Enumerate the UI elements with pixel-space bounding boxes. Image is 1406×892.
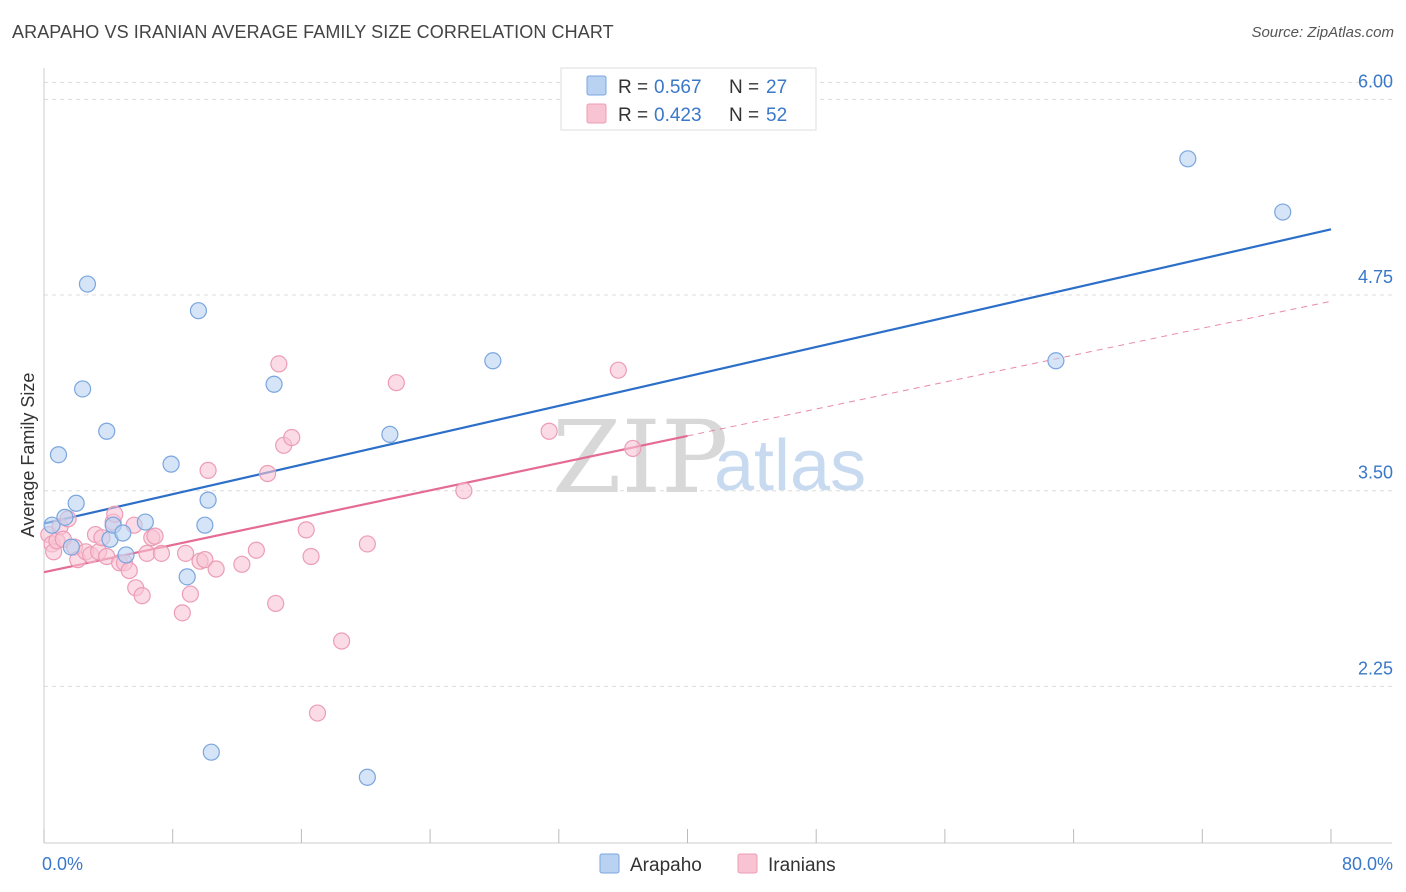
point-arapaho-13 bbox=[162, 455, 180, 473]
legend-n-label-arapaho: N = bbox=[729, 77, 759, 98]
point-iranians-36 bbox=[259, 464, 277, 483]
point-iranians-48 bbox=[540, 422, 558, 440]
point-iranians-41 bbox=[297, 521, 315, 539]
point-arapaho-25 bbox=[1274, 203, 1292, 221]
legend-n-value-iranians: 52 bbox=[766, 105, 787, 126]
point-iranians-47 bbox=[455, 482, 473, 500]
point-arapaho-0 bbox=[43, 516, 61, 534]
bottom-legend: Arapaho Iranians bbox=[599, 853, 836, 876]
axes bbox=[43, 68, 1392, 844]
grid-lines bbox=[44, 81, 1392, 687]
point-iranians-44 bbox=[333, 632, 351, 650]
point-iranians-35 bbox=[247, 541, 265, 559]
point-arapaho-20 bbox=[358, 768, 376, 786]
point-iranians-49 bbox=[609, 361, 627, 379]
point-arapaho-5 bbox=[74, 380, 92, 398]
point-iranians-34 bbox=[233, 555, 251, 573]
point-iranians-46 bbox=[387, 374, 405, 392]
y-tick-labels: 2.25 3.50 4.75 6.00 bbox=[1358, 71, 1393, 678]
x-tick-label-0: 0.0% bbox=[42, 854, 83, 874]
point-iranians-26 bbox=[152, 544, 171, 562]
chart-source: Source: ZipAtlas.com bbox=[1251, 24, 1394, 41]
x-tick-label-1: 80.0% bbox=[1342, 854, 1393, 874]
y-tick-label-3: 6.00 bbox=[1358, 71, 1393, 91]
point-iranians-50 bbox=[624, 439, 642, 458]
bottom-legend-swatch-arapaho bbox=[599, 853, 620, 874]
point-iranians-42 bbox=[302, 547, 320, 566]
point-arapaho-17 bbox=[199, 491, 217, 509]
point-iranians-29 bbox=[181, 585, 199, 603]
point-arapaho-21 bbox=[381, 425, 399, 443]
legend-swatch-iranians bbox=[586, 103, 607, 124]
y-axis-label: Average Family Size bbox=[18, 373, 38, 538]
y-tick-label-1: 3.50 bbox=[1358, 463, 1393, 483]
point-iranians-22 bbox=[133, 587, 151, 605]
point-iranians-19 bbox=[120, 561, 138, 580]
point-iranians-27 bbox=[173, 604, 191, 622]
point-iranians-40 bbox=[283, 428, 301, 447]
point-arapaho-15 bbox=[189, 302, 208, 320]
legend-r-value-iranians: 0.423 bbox=[654, 105, 702, 126]
point-arapaho-10 bbox=[114, 524, 132, 542]
legend-n-value-arapaho: 27 bbox=[766, 77, 787, 98]
point-arapaho-16 bbox=[196, 516, 214, 534]
bottom-legend-label-iranians: Iranians bbox=[768, 855, 836, 876]
point-iranians-32 bbox=[199, 461, 217, 479]
watermark: ZIP atlas bbox=[552, 399, 866, 516]
point-iranians-25 bbox=[146, 527, 164, 545]
point-arapaho-12 bbox=[136, 513, 154, 531]
point-arapaho-14 bbox=[178, 568, 196, 586]
point-arapaho-2 bbox=[56, 508, 74, 526]
y-tick-label-2: 4.75 bbox=[1358, 267, 1393, 287]
point-arapaho-3 bbox=[62, 538, 80, 556]
legend-r-label-arapaho: R = bbox=[618, 77, 648, 98]
point-iranians-28 bbox=[176, 544, 195, 562]
series-iranians-points bbox=[40, 355, 642, 722]
legend-n-label-iranians: N = bbox=[729, 105, 759, 126]
point-arapaho-18 bbox=[202, 743, 220, 761]
legend: R = 0.567 N = 27 R = 0.423 N = 52 bbox=[560, 67, 817, 131]
point-iranians-23 bbox=[138, 544, 156, 562]
point-arapaho-4 bbox=[67, 494, 85, 512]
point-iranians-38 bbox=[270, 355, 288, 373]
y-tick-label-0: 2.25 bbox=[1358, 658, 1393, 678]
point-arapaho-6 bbox=[78, 275, 97, 293]
point-arapaho-22 bbox=[484, 352, 502, 370]
watermark-zip: ZIP bbox=[552, 399, 728, 516]
point-iranians-43 bbox=[308, 704, 327, 722]
point-arapaho-24 bbox=[1179, 150, 1197, 168]
x-tick-marks bbox=[43, 829, 1332, 843]
legend-r-value-arapaho: 0.567 bbox=[654, 77, 702, 98]
point-arapaho-7 bbox=[98, 422, 116, 440]
point-arapaho-11 bbox=[117, 546, 135, 564]
point-iranians-31 bbox=[196, 551, 214, 569]
point-arapaho-1 bbox=[49, 446, 68, 464]
legend-swatch-arapaho bbox=[586, 75, 607, 96]
watermark-atlas: atlas bbox=[714, 426, 866, 506]
trend-line-arapaho bbox=[43, 228, 1332, 525]
series-arapaho-points bbox=[43, 150, 1292, 786]
x-tick-labels: 0.0% 80.0% bbox=[42, 854, 1393, 874]
legend-r-label-iranians: R = bbox=[618, 105, 648, 126]
point-iranians-33 bbox=[207, 560, 225, 578]
bottom-legend-label-arapaho: Arapaho bbox=[630, 855, 702, 876]
point-arapaho-23 bbox=[1047, 352, 1065, 370]
point-iranians-45 bbox=[358, 535, 376, 553]
trend-line-iranians-extension bbox=[687, 300, 1332, 437]
point-iranians-37 bbox=[267, 594, 285, 613]
bottom-legend-swatch-iranians bbox=[737, 853, 758, 874]
chart-title: ARAPAHO VS IRANIAN AVERAGE FAMILY SIZE C… bbox=[12, 22, 614, 42]
point-arapaho-19 bbox=[265, 375, 283, 393]
